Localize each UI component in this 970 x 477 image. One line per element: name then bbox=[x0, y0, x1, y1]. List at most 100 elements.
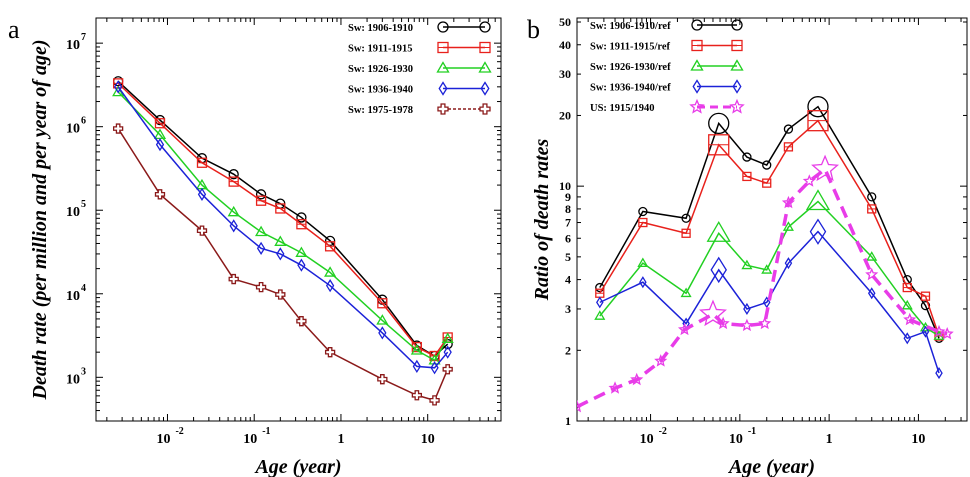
data-point bbox=[296, 316, 307, 327]
y-tick-exponent: 6 bbox=[81, 116, 86, 127]
data-point bbox=[699, 299, 727, 327]
legend-marker bbox=[689, 98, 705, 114]
data-point bbox=[411, 390, 423, 401]
y-tick-label: 10 bbox=[66, 289, 80, 304]
y-tick-label: 10 bbox=[66, 205, 80, 220]
data-point bbox=[324, 235, 336, 247]
data-point bbox=[196, 225, 208, 236]
data-point bbox=[297, 258, 306, 272]
legend-marker bbox=[479, 21, 491, 33]
panel-letter: b bbox=[527, 15, 540, 44]
data-point bbox=[443, 345, 452, 359]
x-axis-label: Age (year) bbox=[253, 456, 341, 477]
series-line bbox=[117, 91, 449, 362]
data-point bbox=[274, 235, 287, 246]
data-point bbox=[594, 310, 606, 320]
series-2 bbox=[594, 189, 945, 340]
series-line bbox=[117, 80, 449, 357]
legend-label: Sw: 1906-1910/ref bbox=[590, 21, 671, 32]
y-tick-label: 3 bbox=[565, 302, 571, 316]
y-tick-label: 10 bbox=[66, 38, 80, 53]
legend-marker bbox=[436, 61, 450, 73]
data-point bbox=[865, 267, 879, 281]
legend-label: Sw: 1911-1915/ref bbox=[590, 42, 671, 53]
data-point bbox=[410, 344, 423, 355]
data-point bbox=[255, 225, 268, 237]
data-point bbox=[867, 192, 877, 202]
legend-marker bbox=[480, 81, 490, 96]
data-point bbox=[920, 300, 931, 311]
y-tick-label: 10 bbox=[66, 122, 80, 137]
data-point bbox=[154, 189, 166, 200]
data-point bbox=[811, 154, 840, 182]
series-line bbox=[117, 86, 449, 369]
data-point bbox=[378, 326, 387, 340]
y-tick-label: 6 bbox=[565, 231, 571, 245]
plot-frame bbox=[95, 17, 502, 422]
x-tick-exponent: -2 bbox=[175, 426, 183, 437]
data-point bbox=[921, 325, 930, 338]
data-point bbox=[428, 354, 441, 365]
x-tick-label: 10 bbox=[421, 432, 435, 447]
series-0 bbox=[595, 96, 944, 343]
x-tick-label: 10 bbox=[911, 432, 925, 447]
series-4 bbox=[112, 123, 453, 406]
data-point bbox=[276, 247, 285, 261]
data-point bbox=[783, 124, 794, 134]
data-point bbox=[680, 287, 692, 298]
legend-label: Sw: 1936-1940 bbox=[348, 85, 413, 96]
data-point bbox=[637, 257, 649, 268]
y-tick-label: 40 bbox=[559, 38, 571, 52]
y-tick-label: 5 bbox=[565, 250, 571, 264]
legend-marker bbox=[729, 98, 745, 114]
data-point bbox=[866, 251, 878, 261]
data-point bbox=[296, 212, 307, 223]
series-line bbox=[577, 166, 948, 409]
y-tick-label: 20 bbox=[559, 108, 571, 122]
data-point bbox=[762, 160, 772, 170]
data-point bbox=[809, 218, 827, 245]
y-axis-label: Ratio of death rates bbox=[531, 138, 553, 301]
series-line bbox=[117, 128, 449, 402]
data-point bbox=[229, 219, 238, 233]
data-point bbox=[932, 324, 946, 338]
data-point bbox=[197, 187, 207, 201]
data-point bbox=[940, 326, 954, 340]
x-tick-exponent: -2 bbox=[659, 426, 667, 437]
series-line bbox=[117, 82, 449, 357]
y-tick-exponent: 5 bbox=[81, 199, 86, 210]
data-point bbox=[743, 302, 751, 315]
panel-letter: a bbox=[8, 15, 20, 44]
x-tick-label: 1 bbox=[826, 432, 833, 447]
x-tick-label: 10 bbox=[243, 432, 257, 447]
legend-marker bbox=[437, 103, 449, 115]
data-point bbox=[867, 287, 876, 300]
data-point bbox=[429, 395, 440, 406]
y-tick-label: 9 bbox=[565, 190, 571, 204]
y-tick-label: 10 bbox=[66, 372, 80, 387]
data-point bbox=[275, 289, 286, 300]
x-tick-label: 10 bbox=[729, 432, 743, 447]
data-point bbox=[228, 273, 239, 285]
data-point bbox=[758, 316, 772, 330]
data-point bbox=[325, 279, 335, 293]
y-tick-label: 10 bbox=[559, 179, 571, 193]
legend-label: Sw: 1906-1910 bbox=[348, 23, 413, 34]
x-tick-exponent: -1 bbox=[262, 426, 270, 437]
data-point bbox=[901, 299, 913, 310]
data-point bbox=[255, 189, 267, 200]
series-1 bbox=[595, 110, 944, 341]
data-point bbox=[376, 314, 389, 325]
y-tick-exponent: 7 bbox=[81, 32, 86, 43]
data-point bbox=[903, 332, 912, 345]
legend-marker bbox=[479, 103, 491, 115]
legend: Sw: 1906-1910 Sw: 1911-1915 Sw: 1926-1930 S… bbox=[348, 21, 492, 116]
data-point bbox=[441, 332, 454, 343]
data-point bbox=[608, 381, 622, 394]
data-point bbox=[324, 347, 336, 358]
data-point bbox=[430, 361, 439, 375]
y-tick-label: 50 bbox=[559, 15, 571, 29]
legend-label: Sw: 1936-1940/ref bbox=[590, 83, 671, 94]
x-axis-label: Age (year) bbox=[727, 456, 815, 477]
